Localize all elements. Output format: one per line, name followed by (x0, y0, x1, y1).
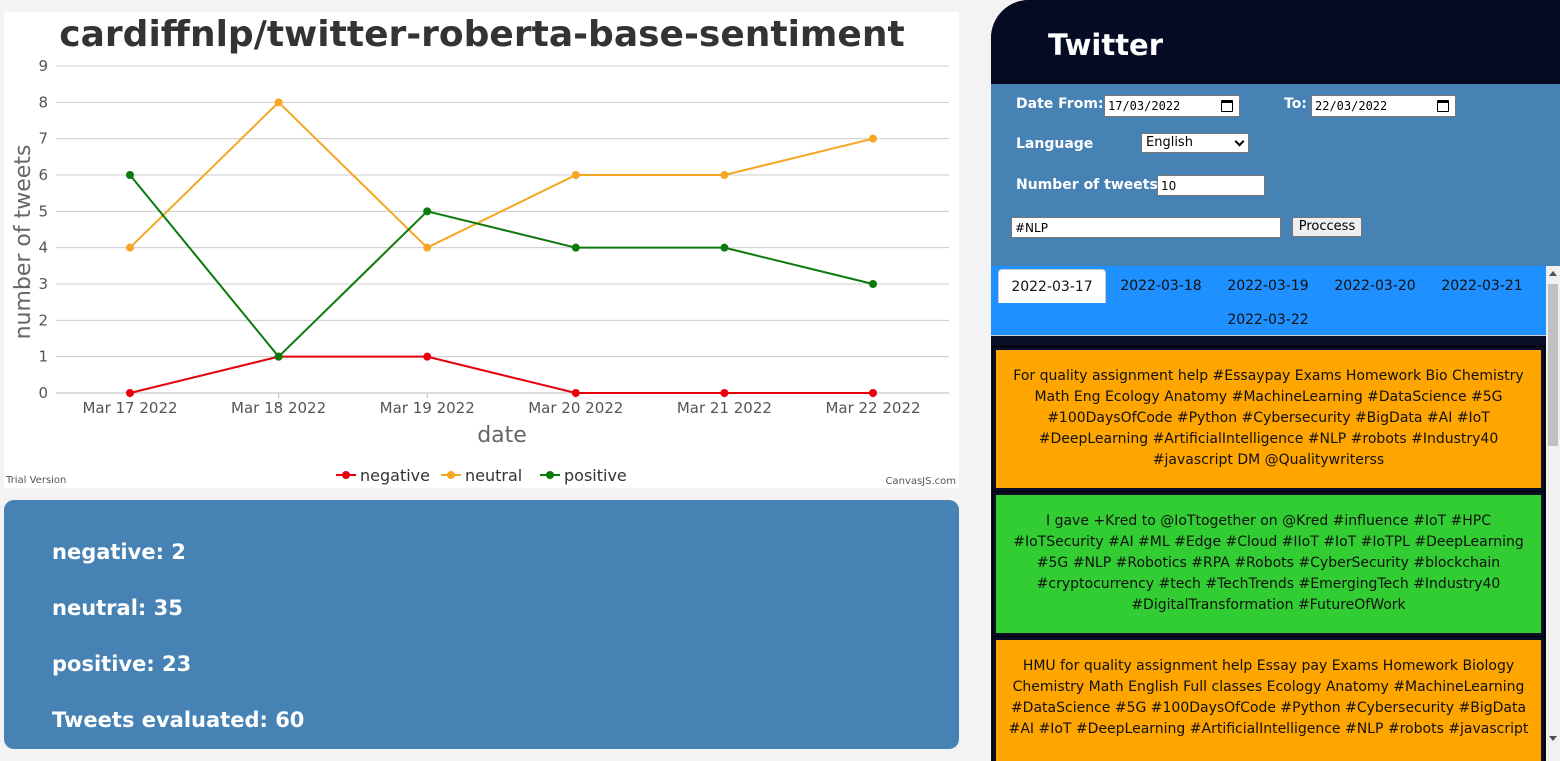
x-tick-label: Mar 22 2022 (825, 399, 920, 417)
legend-marker-positive[interactable] (546, 471, 554, 479)
number-of-tweets-label: Number of tweets (1016, 177, 1158, 193)
scroll-up-icon[interactable] (1549, 271, 1557, 276)
legend-marker-negative[interactable] (342, 471, 350, 479)
tab-2022-03-20[interactable]: 2022-03-20 (1334, 278, 1416, 294)
date-to-value: 22/03/2022 (1315, 99, 1388, 113)
negative-count: negative: 2 (52, 540, 186, 564)
y-tick-label: 4 (38, 239, 48, 257)
y-tick-label: 0 (38, 384, 48, 402)
data-point-neutral[interactable] (274, 98, 283, 107)
data-point-negative[interactable] (720, 389, 729, 397)
y-tick-label: 3 (38, 275, 48, 293)
date-tabs: 2022-03-17 2022-03-18 2022-03-19 2022-03… (991, 266, 1546, 336)
data-point-neutral[interactable] (869, 134, 877, 143)
tweet-card: For quality assignment help #Essaypay Ex… (992, 346, 1545, 492)
scroll-down-icon[interactable] (1549, 736, 1557, 741)
date-to-input[interactable]: 22/03/2022 (1311, 95, 1456, 117)
language-selected-value: English (1146, 135, 1193, 150)
tab-2022-03-19[interactable]: 2022-03-19 (1227, 278, 1309, 294)
data-point-negative[interactable] (126, 389, 134, 397)
data-point-positive[interactable] (720, 243, 729, 252)
tweet-card: I gave +Kred to @IoTtogether on @Kred #i… (992, 491, 1545, 637)
data-point-positive[interactable] (571, 243, 580, 252)
summary-panel: negative: 2 neutral: 35 positive: 23 Twe… (4, 500, 959, 749)
chevron-down-icon (1234, 136, 1245, 147)
data-point-negative[interactable] (423, 352, 432, 361)
x-tick-label: Mar 18 2022 (231, 399, 326, 417)
twitter-panel: Twitter Date From: 17/03/2022 To: 22/03/… (991, 0, 1560, 761)
y-tick-label: 5 (38, 202, 48, 220)
data-point-neutral[interactable] (720, 171, 729, 179)
language-label: Language (1016, 136, 1094, 152)
tab-2022-03-22[interactable]: 2022-03-22 (1227, 312, 1309, 328)
series-line-positive (129, 174, 874, 359)
trial-version-label: Trial Version (5, 475, 66, 486)
date-from-label: Date From: (1016, 96, 1104, 112)
series-line-neutral (129, 100, 874, 249)
data-point-neutral[interactable] (423, 243, 432, 252)
tab-2022-03-18[interactable]: 2022-03-18 (1120, 278, 1202, 294)
tweet-card: HMU for quality assignment help Essay pa… (992, 636, 1545, 761)
canvasjs-credit-link[interactable]: CanvasJS.com (885, 476, 956, 487)
legend-label-negative[interactable]: negative (360, 466, 430, 485)
data-point-negative[interactable] (571, 389, 580, 397)
y-axis-title: number of tweets (11, 145, 36, 340)
calendar-icon[interactable] (1221, 100, 1233, 112)
tab-2022-03-17[interactable]: 2022-03-17 (998, 269, 1106, 303)
series-line-negative (129, 355, 873, 394)
y-tick-label: 1 (38, 348, 48, 366)
positive-count: positive: 23 (52, 652, 192, 676)
search-form: Date From: 17/03/2022 To: 22/03/2022 Lan… (991, 84, 1560, 266)
x-tick-label: Mar 21 2022 (677, 399, 772, 417)
y-tick-label: 2 (38, 311, 48, 329)
x-axis-title: date (477, 423, 527, 448)
y-tick-label: 9 (38, 57, 48, 75)
legend-label-neutral[interactable]: neutral (465, 466, 522, 485)
x-tick-label: Mar 20 2022 (528, 399, 623, 417)
calendar-icon[interactable] (1437, 100, 1449, 112)
twitter-title: Twitter (991, 0, 1560, 84)
language-select[interactable]: English (1141, 133, 1249, 153)
tab-2022-03-21[interactable]: 2022-03-21 (1441, 278, 1523, 294)
chart-title: cardiffnlp/twitter-roberta-base-sentimen… (59, 14, 904, 55)
x-tick-label: Mar 19 2022 (380, 399, 475, 417)
data-point-positive[interactable] (126, 171, 134, 179)
tweets-evaluated-count: Tweets evaluated: 60 (52, 708, 305, 732)
y-tick-label: 6 (38, 166, 48, 184)
process-button[interactable]: Proccess (1292, 217, 1362, 237)
y-tick-label: 8 (38, 93, 48, 111)
y-tick-label: 7 (38, 130, 48, 148)
x-tick-label: Mar 17 2022 (82, 399, 177, 417)
sentiment-chart: cardiffnlp/twitter-roberta-base-sentimen… (4, 12, 959, 488)
legend-marker-neutral[interactable] (447, 471, 455, 479)
data-point-negative[interactable] (869, 389, 877, 397)
data-point-positive[interactable] (274, 352, 283, 361)
line-chart: cardiffnlp/twitter-roberta-base-sentimen… (5, 14, 956, 487)
data-point-neutral[interactable] (126, 243, 134, 252)
date-to-label: To: (1284, 96, 1307, 112)
neutral-count: neutral: 35 (52, 596, 183, 620)
tweet-list-scrollbar[interactable] (1546, 266, 1560, 761)
tweet-list: For quality assignment help #Essaypay Ex… (991, 337, 1546, 761)
data-point-neutral[interactable] (571, 171, 580, 179)
data-point-positive[interactable] (869, 280, 877, 288)
legend-label-positive[interactable]: positive (564, 466, 627, 485)
date-from-value: 17/03/2022 (1108, 99, 1181, 113)
scrollbar-thumb[interactable] (1548, 284, 1558, 446)
number-of-tweets-input[interactable]: 10 (1157, 175, 1265, 196)
query-input[interactable]: #NLP (1011, 217, 1281, 238)
date-from-input[interactable]: 17/03/2022 (1104, 95, 1240, 117)
data-point-positive[interactable] (423, 207, 432, 216)
